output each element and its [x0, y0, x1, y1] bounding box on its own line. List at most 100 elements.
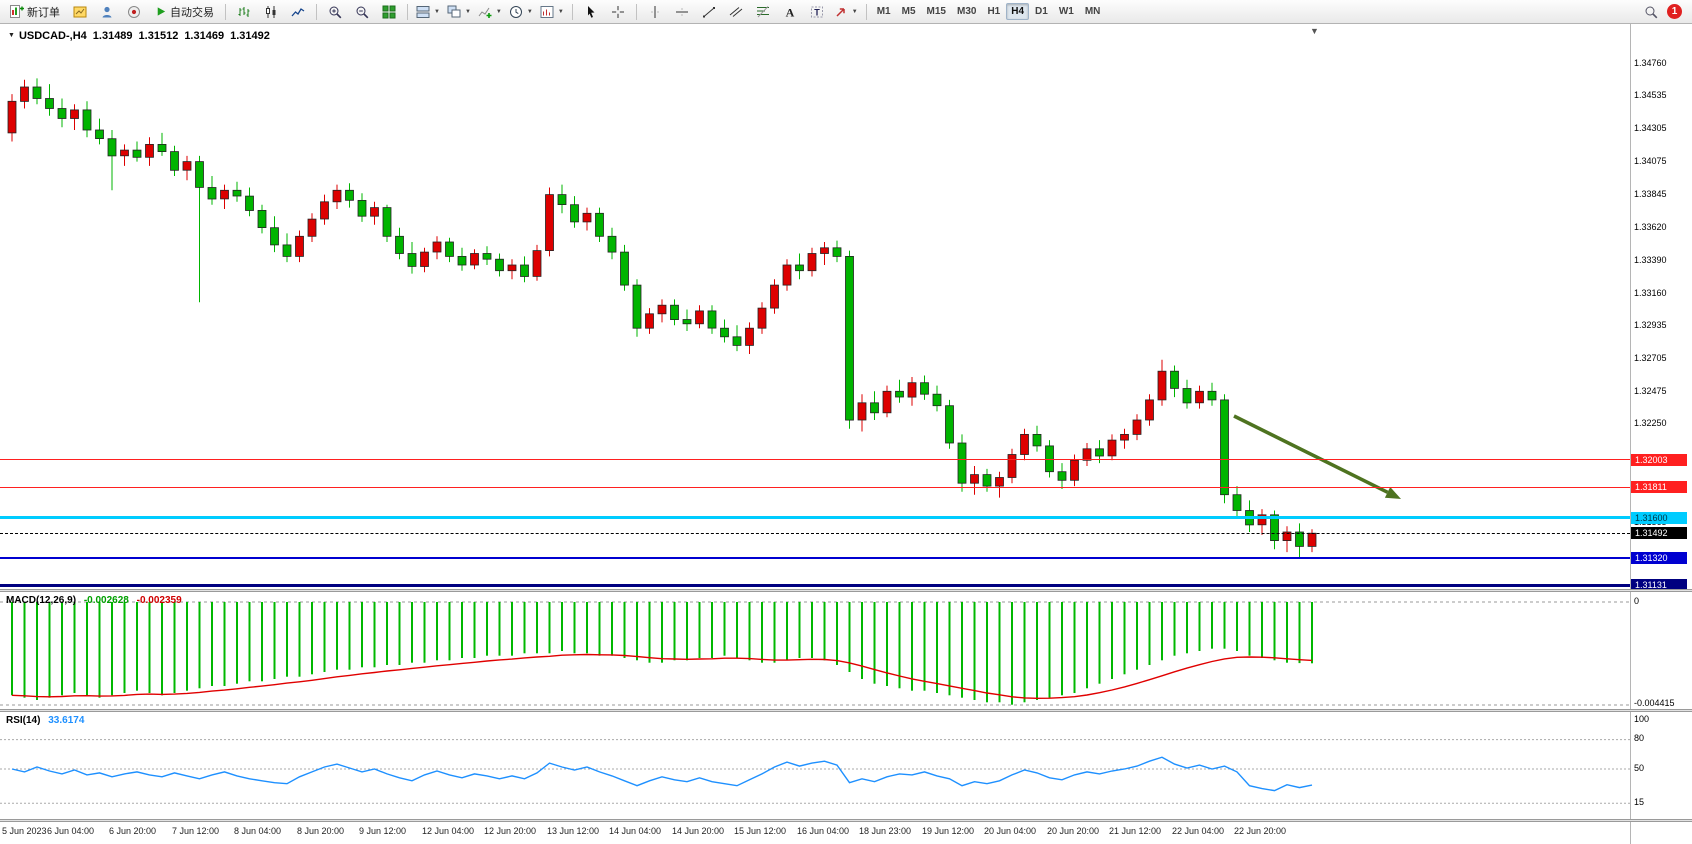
macd-name: MACD(12,26,9)	[6, 595, 77, 606]
price-axis-label: 1.32475	[1634, 386, 1667, 396]
time-axis-label: 13 Jun 12:00	[547, 826, 600, 836]
channel-tool-button[interactable]	[723, 1, 749, 23]
crosshair-icon	[611, 5, 624, 18]
chart-file-icon	[73, 6, 87, 17]
toolbar: 新订单 自动交易	[0, 0, 1692, 24]
open-chart-button[interactable]	[67, 1, 93, 23]
macd-canvas[interactable]	[0, 592, 1630, 709]
horizontal-line-1.31600[interactable]	[0, 516, 1630, 519]
timeframe-m1-button[interactable]: M1	[876, 6, 891, 17]
templates-button[interactable]: ▼	[537, 1, 567, 23]
price-axis-border	[1630, 24, 1631, 844]
arrange-windows-button[interactable]: ▼	[413, 1, 443, 23]
price-axis-label: 1.33390	[1634, 255, 1667, 265]
dropdown-arrow-icon: ▼	[464, 8, 471, 15]
horizontal-line-tool-button[interactable]	[669, 1, 695, 23]
time-axis-label: 19 Jun 12:00	[922, 826, 975, 836]
timeframe-h1-button[interactable]: H1	[987, 6, 1001, 17]
cursor-button[interactable]	[578, 1, 604, 23]
time-axis-separator	[0, 819, 1692, 822]
arrows-tool-button[interactable]: ▼	[831, 1, 861, 23]
toolbar-separator	[635, 3, 637, 20]
macd-axis-min: -0.004415	[1634, 698, 1675, 708]
periods-button[interactable]: ▼	[506, 1, 536, 23]
price-axis-label: 1.34305	[1634, 123, 1667, 133]
timeframe-m15-button[interactable]: M15	[926, 6, 946, 17]
time-axis-label: 15 Jun 12:00	[734, 826, 787, 836]
rsi-canvas[interactable]	[0, 712, 1630, 819]
low-value: 1.31469	[184, 30, 225, 42]
zoom-out-icon	[356, 6, 369, 18]
time-axis-label: 5 Jun 2023	[2, 826, 47, 836]
community-icon	[128, 5, 140, 18]
vertical-line-tool-button[interactable]	[642, 1, 668, 23]
clock-icon	[509, 5, 522, 18]
dropdown-arrow-icon: ▼	[851, 8, 858, 15]
new-order-icon	[10, 5, 24, 18]
price-axis-label: 1.33845	[1634, 189, 1667, 199]
line-chart-button[interactable]	[285, 1, 311, 23]
horizontal-line-1.31492[interactable]	[0, 533, 1630, 534]
timeframe-d1-button[interactable]: D1	[1035, 6, 1048, 17]
crosshair-button[interactable]	[605, 1, 631, 23]
horizontal-line-1.32003[interactable]	[0, 459, 1630, 460]
candlestick-chart-button[interactable]	[258, 1, 284, 23]
horizontal-line-1.31320[interactable]	[0, 557, 1630, 559]
bar-chart-icon	[238, 6, 250, 17]
channel-icon	[729, 6, 743, 17]
collapse-triangle-icon: ▼	[8, 32, 15, 39]
panel-separator[interactable]	[0, 709, 1692, 712]
tile-windows-icon	[382, 5, 396, 18]
horizontal-line-1.31131[interactable]	[0, 584, 1630, 587]
time-axis-label: 12 Jun 20:00	[484, 826, 537, 836]
text-tool-button[interactable]: A	[777, 1, 803, 23]
trendline-tool-button[interactable]	[696, 1, 722, 23]
panel-separator[interactable]	[0, 589, 1692, 592]
chart-ohlc-header: ▼ USDCAD-,H4 1.31489 1.31512 1.31469 1.31492	[8, 30, 270, 42]
cursor-icon	[587, 5, 595, 18]
timeframe-m30-button[interactable]: M30	[956, 6, 977, 17]
time-axis-label: 18 Jun 23:00	[859, 826, 912, 836]
search-button[interactable]	[1638, 1, 1664, 23]
time-axis-label: 12 Jun 04:00	[422, 826, 475, 836]
bar-chart-button[interactable]	[231, 1, 257, 23]
time-axis-label: 7 Jun 12:00	[172, 826, 220, 836]
search-icon	[1645, 6, 1658, 18]
tile-windows-button[interactable]	[376, 1, 402, 23]
timeframe-m5-button[interactable]: M5	[901, 6, 916, 17]
notification-badge[interactable]: 1	[1667, 4, 1682, 19]
price-tag-1.32003: 1.32003	[1631, 454, 1687, 466]
timeframe-h4-button[interactable]: H4	[1006, 3, 1030, 20]
fibonacci-tool-button[interactable]	[750, 1, 776, 23]
text-icon: A	[785, 5, 794, 19]
macd-signal-value: -0.002359	[136, 595, 182, 606]
rsi-axis-100: 100	[1634, 714, 1650, 724]
time-axis-label: 6 Jun 04:00	[47, 826, 95, 836]
cascade-windows-button[interactable]: ▼	[444, 1, 474, 23]
rsi-axis-80: 80	[1634, 733, 1645, 743]
horizontal-line-icon	[675, 7, 688, 16]
new-order-button[interactable]: 新订单	[4, 1, 66, 23]
text-label-icon: T	[810, 6, 823, 17]
fibonacci-icon	[756, 5, 769, 17]
price-tag-1.31600: 1.31600	[1631, 512, 1687, 524]
price-axis-label: 1.32705	[1634, 353, 1667, 363]
indicators-button[interactable]: ▼	[475, 1, 505, 23]
time-axis-label: 8 Jun 20:00	[297, 826, 345, 836]
price-axis-label: 1.32935	[1634, 320, 1667, 330]
rsi-name: RSI(14)	[6, 715, 41, 726]
community-button[interactable]	[121, 1, 147, 23]
cascade-windows-icon	[447, 5, 461, 17]
horizontal-line-1.31811[interactable]	[0, 487, 1630, 488]
text-label-tool-button[interactable]: T	[804, 1, 830, 23]
timeframe-mn-button[interactable]: MN	[1084, 6, 1101, 17]
profile-button[interactable]	[94, 1, 120, 23]
timeframe-w1-button[interactable]: W1	[1058, 6, 1074, 17]
price-chart-canvas[interactable]	[0, 24, 1630, 589]
price-axis-label: 1.33160	[1634, 288, 1667, 298]
chart-shift-marker[interactable]: ▼	[1310, 26, 1319, 36]
auto-trading-button[interactable]: 自动交易	[148, 1, 220, 23]
zoom-in-button[interactable]	[322, 1, 348, 23]
price-tag-1.31320: 1.31320	[1631, 552, 1687, 564]
zoom-out-button[interactable]	[349, 1, 375, 23]
